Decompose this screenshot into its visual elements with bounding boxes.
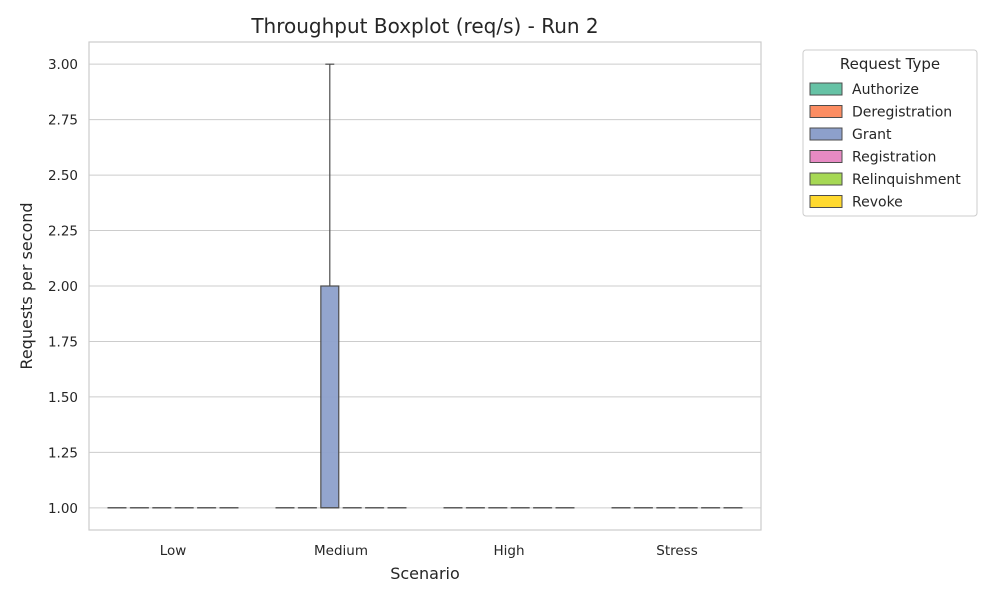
- legend-title: Request Type: [840, 55, 940, 73]
- box-body: [320, 285, 340, 509]
- y-tick-label: 1.50: [48, 390, 78, 406]
- chart-title: Throughput Boxplot (req/s) - Run 2: [250, 14, 598, 38]
- legend-items: Authorize Deregistration Grant Registration…: [809, 82, 961, 211]
- legend-label: Registration: [852, 150, 936, 166]
- legend-swatch: [809, 172, 843, 186]
- plot-frame: [88, 41, 762, 531]
- x-axis-title: Scenario: [390, 564, 460, 583]
- y-tick-label: 1.25: [48, 445, 78, 461]
- legend-swatch: [809, 195, 843, 208]
- legend: Request Type Authorize Deregistration Gran…: [802, 49, 978, 217]
- y-tick-label: 1.75: [48, 334, 78, 350]
- box-layer: [107, 63, 743, 509]
- y-tick-label: 2.50: [48, 168, 78, 184]
- x-tick-label: High: [493, 543, 524, 559]
- y-tick-label: 3.00: [48, 57, 78, 73]
- legend-label: Deregistration: [852, 105, 952, 121]
- y-tick-label: 2.75: [48, 113, 78, 129]
- legend-label: Grant: [852, 127, 892, 143]
- legend-item-revoke: Revoke: [809, 195, 903, 211]
- legend-frame: [802, 49, 978, 217]
- legend-swatch: [809, 150, 843, 163]
- legend-swatch: [809, 127, 843, 141]
- x-tick-labels: Low Medium High Stress: [160, 543, 698, 559]
- box-grant-medium: [320, 63, 340, 509]
- x-tick-label: Medium: [314, 543, 368, 559]
- y-tick-label: 2.25: [48, 224, 78, 240]
- y-tick-labels: 1.00 1.25 1.50 1.75 2.00 2.25 2.50 2.75 3.00: [48, 57, 78, 517]
- y-axis-title: Requests per second: [17, 202, 36, 369]
- legend-item-grant: Grant: [809, 127, 892, 143]
- legend-label: Authorize: [852, 82, 919, 98]
- legend-item-relinquishment: Relinquishment: [809, 172, 961, 188]
- x-tick-label: Low: [160, 543, 187, 559]
- legend-swatch: [809, 105, 843, 118]
- x-tick-label: Stress: [656, 543, 698, 559]
- legend-item-deregistration: Deregistration: [809, 105, 952, 121]
- legend-label: Revoke: [852, 195, 903, 211]
- legend-swatch: [809, 82, 843, 96]
- legend-item-authorize: Authorize: [809, 82, 919, 98]
- y-tick-label: 1.00: [48, 501, 78, 517]
- legend-label: Relinquishment: [852, 172, 961, 188]
- legend-item-registration: Registration: [809, 150, 936, 166]
- y-tick-label: 2.00: [48, 279, 78, 295]
